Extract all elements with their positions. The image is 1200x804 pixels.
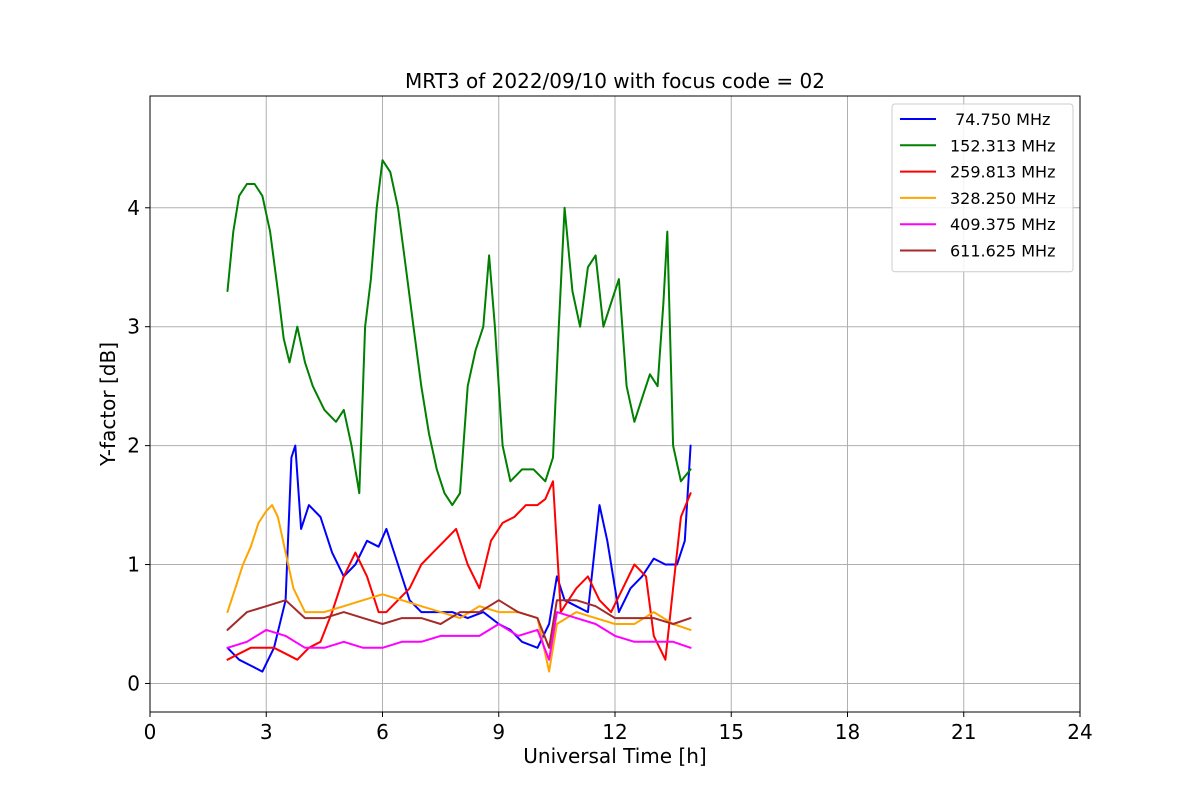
y-tick-label: 1	[127, 553, 140, 577]
series-line-3	[226, 504, 692, 673]
chart-title: MRT3 of 2022/09/10 with focus code = 02	[405, 69, 825, 93]
series-line-4	[226, 611, 692, 661]
series-line-1	[226, 159, 692, 507]
series-layer	[226, 159, 692, 673]
x-tick-label: 18	[835, 720, 860, 744]
legend-label: 152.313 MHz	[950, 136, 1055, 155]
legend-label: 259.813 MHz	[950, 163, 1055, 182]
legend-label: 328.250 MHz	[950, 189, 1055, 208]
y-tick-label: 4	[127, 196, 140, 220]
x-tick-label: 21	[951, 720, 976, 744]
x-tick-label: 6	[376, 720, 389, 744]
series-line-0	[226, 444, 692, 673]
x-tick-label: 15	[719, 720, 744, 744]
x-tick-label: 9	[492, 720, 505, 744]
legend-box	[891, 103, 1074, 273]
y-tick-label: 2	[127, 434, 140, 458]
y-tick-label: 0	[127, 671, 140, 695]
x-tick-label: 0	[144, 720, 157, 744]
legend-label: 611.625 MHz	[950, 242, 1055, 261]
x-tick-label: 12	[602, 720, 627, 744]
y-tick-label: 3	[127, 315, 140, 339]
x-tick-label: 24	[1067, 720, 1092, 744]
legend-label: 74.750 MHz	[950, 110, 1050, 129]
legend-label: 409.375 MHz	[950, 215, 1055, 234]
y-axis-label: Y-factor [dB]	[96, 342, 120, 467]
x-axis-label: Universal Time [h]	[523, 744, 706, 768]
legend: 74.750 MHz 152.313 MHz 259.813 MHz 328.250 …	[891, 103, 1074, 273]
x-tick-label: 3	[260, 720, 273, 744]
series-line-5	[226, 599, 692, 649]
